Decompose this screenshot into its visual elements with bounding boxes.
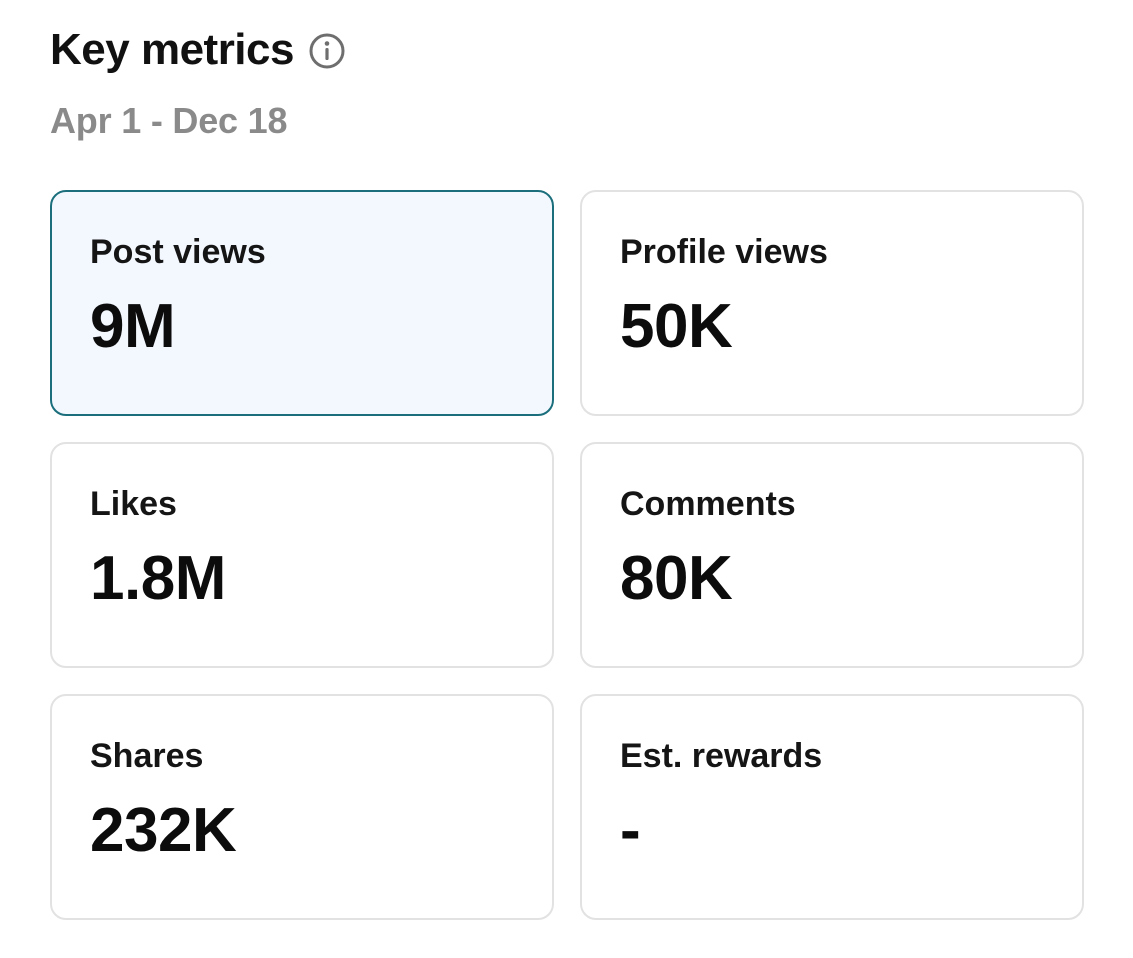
info-circle-icon[interactable] xyxy=(308,32,346,70)
date-range: Apr 1 - Dec 18 xyxy=(50,100,288,141)
page-title: Key metrics xyxy=(50,25,294,74)
metric-value: 232K xyxy=(90,796,237,865)
title-row: Key metrics xyxy=(50,22,346,78)
metric-label: Post views xyxy=(90,233,266,271)
metric-value: 1.8M xyxy=(90,544,226,613)
metric-card-post-views[interactable]: Post views 9M xyxy=(50,190,554,416)
metric-label: Shares xyxy=(90,737,204,775)
metric-label: Est. rewards xyxy=(620,737,823,775)
metric-label: Profile views xyxy=(620,233,828,271)
info-circle-icon-graphic xyxy=(309,33,345,69)
metric-card-shares[interactable]: Shares 232K xyxy=(50,694,554,920)
metric-card-likes[interactable]: Likes 1.8M xyxy=(50,442,554,668)
metric-value: 50K xyxy=(620,292,733,361)
metric-card-est-rewards[interactable]: Est. rewards - xyxy=(580,694,1084,920)
metric-label: Comments xyxy=(620,485,796,523)
key-metrics-header: Key metrics Apr 1 - Dec 18 xyxy=(50,22,346,142)
metric-value: - xyxy=(620,796,641,865)
metric-card-profile-views[interactable]: Profile views 50K xyxy=(580,190,1084,416)
metric-card-comments[interactable]: Comments 80K xyxy=(580,442,1084,668)
metric-value: 80K xyxy=(620,544,733,613)
metric-label: Likes xyxy=(90,485,177,523)
metric-value: 9M xyxy=(90,292,176,361)
metrics-grid: Post views 9M Profile views 50K Likes 1.… xyxy=(50,190,1084,920)
